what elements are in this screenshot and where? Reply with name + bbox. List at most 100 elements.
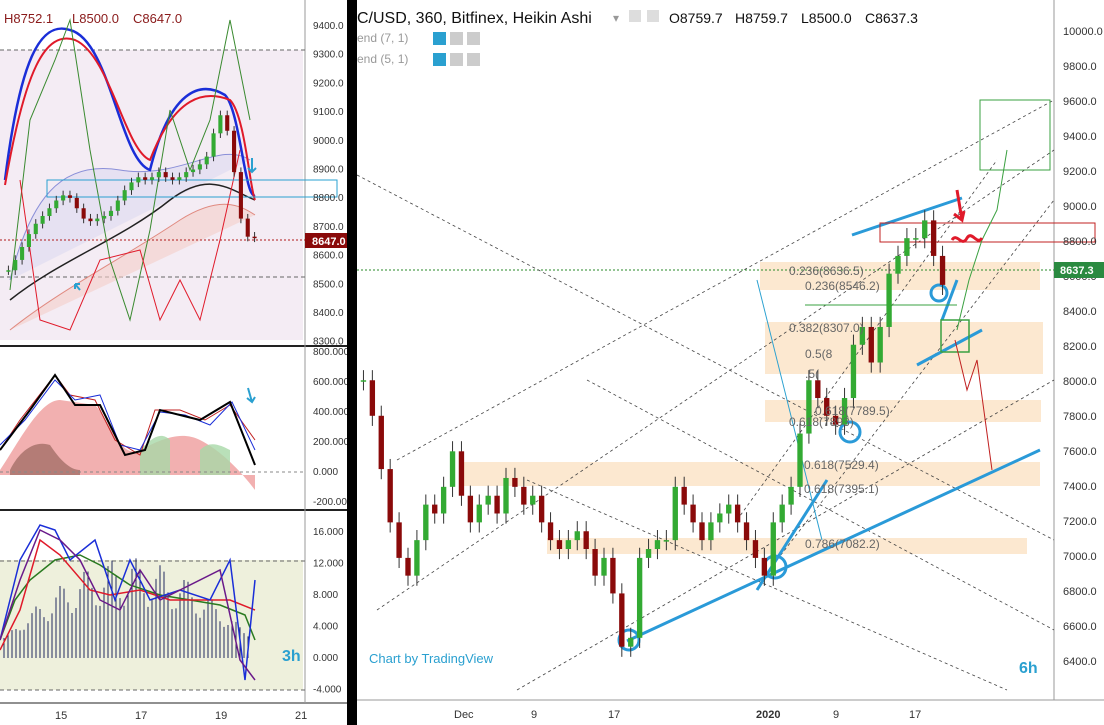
left-candle bbox=[225, 115, 230, 131]
left-price-tick-11: 8300.0 bbox=[313, 337, 344, 348]
left-candle bbox=[20, 247, 25, 260]
right-candlesticks bbox=[360, 210, 946, 657]
right-price-tick-11: 7800.0 bbox=[1063, 411, 1097, 423]
osc2-tick-4: 0.000 bbox=[313, 653, 338, 664]
indicator-1-close-icon[interactable] bbox=[467, 32, 480, 45]
right-price-tick-5: 9000.0 bbox=[1063, 201, 1097, 213]
left-candle bbox=[252, 236, 257, 239]
right-candle bbox=[877, 326, 883, 363]
right-candle bbox=[521, 486, 527, 505]
right-candle bbox=[458, 451, 465, 496]
osc1-tick-1: 600.000 bbox=[313, 377, 347, 388]
right-price-tick-8: 8400.0 bbox=[1063, 306, 1097, 318]
left-candle bbox=[40, 216, 45, 224]
oscillator-1-axis: 800.000 600.000 400.000 200.000 0.000 -200.00… bbox=[313, 347, 347, 508]
left-date-tick-2: 19 bbox=[215, 710, 227, 722]
osc1-tick-0: 800.000 bbox=[313, 347, 347, 358]
fib-label-9: 0.786(7082.2) bbox=[805, 537, 880, 551]
osc2-tick-5: -4.000 bbox=[313, 685, 342, 696]
right-candle bbox=[530, 495, 536, 505]
left-candle bbox=[129, 182, 134, 191]
right-candle bbox=[628, 637, 634, 647]
right-candle bbox=[538, 495, 545, 523]
channel-lines bbox=[357, 99, 1055, 691]
right-candle bbox=[904, 238, 910, 256]
osc1-tick-5: -200.000 bbox=[313, 497, 347, 508]
right-candle bbox=[717, 513, 723, 523]
right-candle bbox=[440, 486, 447, 514]
left-candle bbox=[54, 200, 59, 209]
right-candle bbox=[886, 273, 892, 327]
right-ohlc-l: L8500.0 bbox=[801, 10, 852, 26]
left-timeframe: 3h bbox=[282, 648, 301, 665]
right-candle bbox=[432, 504, 438, 514]
left-candle bbox=[218, 115, 223, 134]
right-ohlc-o: O8759.7 bbox=[669, 10, 723, 26]
right-last-price: 8637.3 bbox=[1060, 265, 1094, 277]
right-candle bbox=[610, 557, 616, 594]
left-candle bbox=[136, 177, 141, 183]
right-price-tick-2: 9600.0 bbox=[1063, 96, 1097, 108]
left-chart-panel[interactable]: H8752.1 L8500.0 C8647.0 9400.0 9300.0 9200… bbox=[0, 0, 347, 725]
left-candle bbox=[67, 195, 73, 198]
eye-icon[interactable] bbox=[647, 10, 659, 22]
left-candle bbox=[184, 172, 189, 178]
panel-divider bbox=[347, 0, 357, 725]
indicator-2-close-icon[interactable] bbox=[467, 53, 480, 66]
osc1-tick-4: 0.000 bbox=[313, 467, 338, 478]
right-candle bbox=[663, 540, 670, 542]
right-candle bbox=[761, 557, 768, 576]
left-price-tick-2: 9200.0 bbox=[313, 78, 344, 89]
right-candle bbox=[503, 477, 509, 514]
right-candle bbox=[396, 522, 402, 558]
right-price-tick-15: 7000.0 bbox=[1063, 551, 1097, 563]
fib-label-5: 0.618(7789.5) bbox=[815, 404, 890, 418]
left-ohlc-h: H8752.1 bbox=[4, 11, 53, 26]
fib-label-0: 0.236(8636.5) bbox=[789, 264, 864, 278]
indicator-2: end (5, 1) bbox=[357, 52, 408, 66]
fib-label-3: 0.5(8 bbox=[805, 347, 833, 361]
settings-icon[interactable] bbox=[629, 10, 641, 22]
right-date-tick-2: 17 bbox=[608, 709, 620, 721]
right-candle bbox=[494, 495, 500, 514]
right-candle bbox=[797, 433, 803, 487]
left-candle bbox=[170, 177, 175, 180]
oscillator-2-axis: 16.000 12.000 8.000 4.000 0.000 -4.000 bbox=[313, 527, 344, 696]
right-candle bbox=[806, 380, 812, 434]
osc1-tick-2: 400.000 bbox=[313, 407, 347, 418]
indicator-1-eye-icon[interactable] bbox=[433, 32, 446, 45]
left-price-axis: 9400.0 9300.0 9200.0 9100.0 9000.0 8900.0 8800… bbox=[313, 21, 344, 348]
right-candle bbox=[681, 486, 687, 505]
right-candle bbox=[592, 549, 598, 576]
left-candle bbox=[122, 190, 127, 201]
right-candle bbox=[672, 486, 678, 541]
osc2-tick-2: 8.000 bbox=[313, 590, 338, 601]
right-candle bbox=[939, 255, 946, 285]
right-candle bbox=[815, 380, 821, 399]
indicator-2-eye-icon[interactable] bbox=[433, 53, 446, 66]
right-candle bbox=[743, 522, 750, 541]
left-price-tick-3: 9100.0 bbox=[313, 107, 344, 118]
left-candle bbox=[74, 197, 79, 209]
right-chart-panel[interactable]: 0.236(8636.5) 0.236(8546.2) 0.382(8307.0… bbox=[357, 0, 1104, 725]
right-candle bbox=[423, 504, 429, 541]
right-ohlc-c: C8637.3 bbox=[865, 10, 918, 26]
left-candle bbox=[88, 218, 93, 222]
left-price-tick-10: 8400.0 bbox=[313, 308, 344, 319]
right-ohlc-h: H8759.7 bbox=[735, 10, 788, 26]
left-price-tick-8: 8600.0 bbox=[313, 251, 344, 262]
right-candle bbox=[636, 557, 643, 638]
oscillator-2-drawings bbox=[0, 524, 256, 681]
left-candle bbox=[108, 210, 114, 216]
osc2-tick-1: 12.000 bbox=[313, 559, 344, 570]
right-candle bbox=[574, 531, 580, 541]
right-price-tick-3: 9400.0 bbox=[1063, 131, 1097, 143]
indicator-2-settings-icon[interactable] bbox=[450, 53, 463, 66]
left-date-tick-0: 15 bbox=[55, 710, 67, 722]
right-candle bbox=[922, 220, 928, 239]
right-candle bbox=[476, 504, 482, 523]
osc2-tick-0: 16.000 bbox=[313, 527, 344, 538]
indicator-1-settings-icon[interactable] bbox=[450, 32, 463, 45]
left-ohlc-l: L8500.0 bbox=[72, 11, 119, 26]
right-last-price-badge bbox=[1054, 262, 1104, 278]
